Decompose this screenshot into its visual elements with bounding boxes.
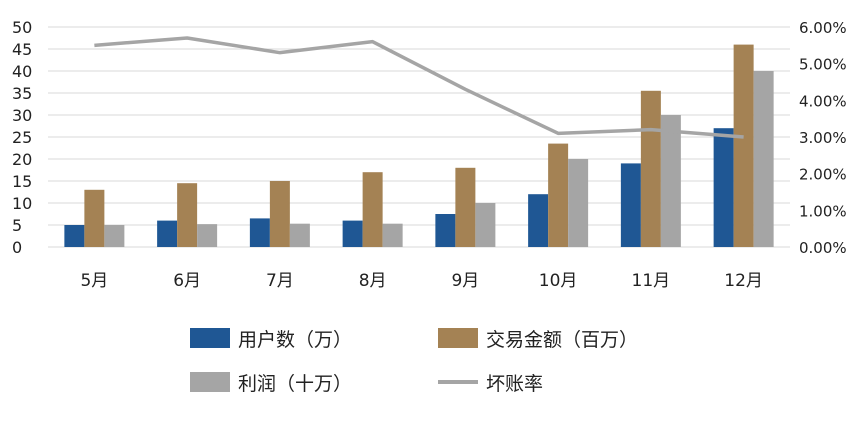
bar-1 <box>528 194 549 247</box>
legend-label: 交易金额（百万） <box>486 329 638 351</box>
x-category-label: 12月 <box>724 271 763 291</box>
x-category-label: 8月 <box>359 271 387 291</box>
bar-2 <box>455 167 476 247</box>
bar-2 <box>84 189 105 247</box>
y-right-tick-label: 0.00% <box>799 239 847 257</box>
y-left-tick-label: 50 <box>12 18 32 37</box>
bar-1 <box>620 163 641 247</box>
bar-3 <box>568 159 589 247</box>
bar-3 <box>197 224 218 247</box>
x-category-label: 6月 <box>173 271 201 291</box>
bar-3 <box>753 71 774 247</box>
y-right-tick-label: 4.00% <box>799 92 847 110</box>
bar-2 <box>269 181 290 247</box>
bar-1 <box>435 214 456 247</box>
y-left-tick-label: 35 <box>12 84 32 103</box>
y-right-tick-label: 3.00% <box>799 129 847 147</box>
bar-3 <box>475 203 496 247</box>
x-category-label: 5月 <box>80 271 108 291</box>
x-category-label: 10月 <box>539 271 578 291</box>
bar-1 <box>157 220 178 247</box>
bar-2 <box>177 183 198 247</box>
bar-3 <box>104 225 125 247</box>
legend-swatch <box>438 328 478 348</box>
x-category-label: 7月 <box>266 271 294 291</box>
legend-swatch <box>190 372 230 392</box>
y-left-tick-label: 20 <box>12 150 32 169</box>
bar-2 <box>362 172 383 247</box>
x-category-label: 11月 <box>632 271 671 291</box>
bar-3 <box>660 115 681 247</box>
legend-swatch <box>190 328 230 348</box>
legend-label: 坏账率 <box>486 373 543 395</box>
y-left-tick-label: 0 <box>12 238 22 257</box>
legend-label: 用户数（万） <box>238 329 352 351</box>
bar-1 <box>713 128 734 247</box>
y-right-tick-label: 1.00% <box>799 202 847 220</box>
y-left-tick-label: 5 <box>12 216 22 235</box>
y-right-tick-label: 5.00% <box>799 56 847 74</box>
bar-3 <box>382 223 403 247</box>
y-left-tick-label: 40 <box>12 62 32 81</box>
y-left-tick-label: 15 <box>12 172 32 191</box>
bar-2 <box>733 44 754 247</box>
x-category-label: 9月 <box>451 271 479 291</box>
bar-3 <box>289 223 310 247</box>
bar-2 <box>640 90 661 247</box>
legend-label: 利润（十万） <box>238 373 352 395</box>
bar-1 <box>342 220 363 247</box>
y-left-tick-label: 45 <box>12 40 32 59</box>
y-left-tick-label: 10 <box>12 194 32 213</box>
y-left-tick-label: 30 <box>12 106 32 125</box>
line-series-4 <box>94 36 744 139</box>
y-right-tick-label: 6.00% <box>799 19 847 37</box>
bar-2 <box>548 143 569 247</box>
bar-1 <box>64 225 85 247</box>
y-left-tick-label: 25 <box>12 128 32 147</box>
y-right-tick-label: 2.00% <box>799 166 847 184</box>
bar-1 <box>249 218 270 247</box>
